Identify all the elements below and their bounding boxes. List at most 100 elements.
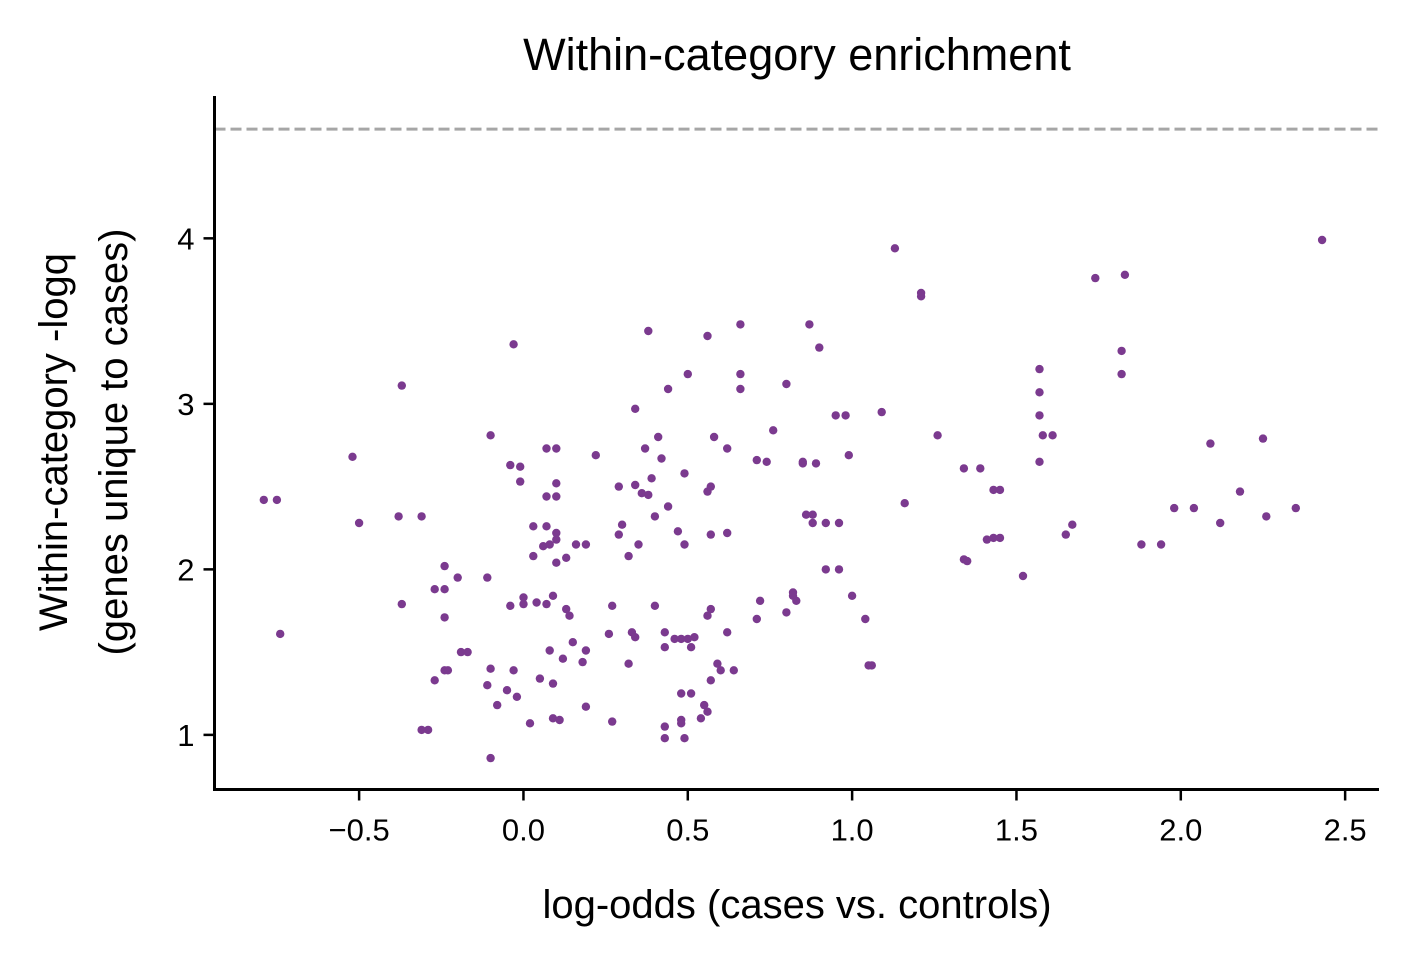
data-point: [995, 485, 1005, 495]
data-point: [1048, 431, 1057, 440]
data-point: [706, 676, 715, 685]
data-point: [808, 518, 817, 528]
x-ticks: −0.5 0.0 0.5 1.0 1.5 2.0 2.5: [329, 789, 1367, 848]
data-point: [686, 643, 696, 652]
data-point: [752, 455, 761, 465]
data-point: [512, 692, 522, 701]
data-point: [1120, 270, 1130, 279]
data-point: [686, 689, 696, 698]
data-point: [916, 292, 926, 301]
data-point: [798, 459, 807, 468]
data-point: [443, 666, 453, 675]
data-point: [552, 558, 561, 567]
data-point: [1262, 512, 1271, 521]
data-point: [844, 451, 853, 460]
data-point: [542, 492, 551, 501]
data-point: [440, 613, 449, 622]
data-point: [900, 499, 909, 508]
data-point: [259, 495, 268, 505]
data-points: [259, 235, 1327, 763]
data-point: [989, 485, 998, 495]
data-point: [581, 540, 591, 549]
data-point: [1291, 503, 1301, 513]
data-point: [657, 454, 666, 463]
data-point: [792, 596, 801, 605]
data-point: [581, 646, 591, 655]
data-point: [1189, 503, 1199, 513]
data-point: [456, 647, 466, 657]
data-point: [723, 628, 732, 637]
data-point: [677, 689, 686, 698]
data-point: [703, 611, 712, 620]
data-point: [502, 686, 512, 695]
chart-title: Within-category enrichment: [523, 29, 1071, 80]
data-point: [640, 444, 650, 453]
y-tick-label: 1: [177, 718, 194, 753]
y-axis-title-line-1: Within-category -logq: [32, 253, 76, 631]
data-point: [1018, 571, 1028, 581]
data-point: [673, 527, 683, 536]
data-point: [821, 518, 830, 528]
data-point: [532, 598, 541, 607]
x-tick-label: 0.5: [666, 813, 709, 848]
data-point: [933, 431, 942, 440]
data-point: [890, 244, 900, 253]
data-point: [831, 411, 840, 420]
data-point: [1170, 503, 1179, 513]
data-point: [483, 573, 492, 582]
data-point: [995, 533, 1005, 543]
data-point: [723, 444, 732, 453]
data-point: [696, 714, 706, 723]
data-point: [677, 719, 686, 728]
data-point: [463, 647, 472, 657]
x-tick-label: 1.5: [995, 813, 1038, 848]
data-point: [525, 719, 535, 728]
data-point: [506, 601, 515, 610]
data-point: [861, 614, 870, 624]
data-point: [1216, 518, 1225, 528]
data-point: [571, 540, 581, 549]
data-point: [805, 320, 814, 329]
data-point: [762, 457, 771, 466]
data-point: [1206, 439, 1215, 448]
data-point: [614, 530, 623, 539]
data-point: [1038, 431, 1048, 440]
data-point: [417, 725, 426, 735]
data-point: [493, 700, 502, 710]
data-point: [736, 320, 745, 329]
data-point: [552, 528, 561, 538]
data-point: [591, 451, 600, 460]
data-point: [755, 596, 765, 605]
data-point: [631, 404, 640, 413]
data-point: [680, 734, 689, 743]
data-point: [276, 629, 285, 639]
data-point: [723, 528, 732, 538]
data-point: [706, 604, 715, 614]
data-point: [486, 664, 495, 673]
data-point: [348, 452, 357, 461]
data-point: [486, 431, 495, 440]
data-point: [578, 657, 587, 667]
data-point: [821, 565, 830, 574]
data-point: [394, 512, 403, 521]
data-point: [1035, 411, 1044, 420]
data-point: [847, 591, 857, 600]
data-point: [548, 714, 558, 723]
data-point: [1258, 434, 1268, 443]
y-axis-title: Within-category -logq (genes unique to c…: [32, 229, 136, 656]
data-point: [976, 464, 985, 473]
data-point: [877, 407, 886, 417]
data-point: [703, 331, 712, 341]
data-point: [677, 634, 686, 644]
data-point: [716, 666, 725, 675]
data-point: [440, 561, 449, 571]
data-point: [706, 482, 715, 491]
data-point: [542, 444, 551, 453]
data-point: [1068, 520, 1077, 529]
data-point: [736, 369, 745, 379]
data-point: [644, 326, 653, 336]
data-point: [1317, 235, 1327, 245]
data-point: [516, 477, 525, 486]
data-point: [683, 634, 692, 644]
data-point: [529, 522, 538, 531]
